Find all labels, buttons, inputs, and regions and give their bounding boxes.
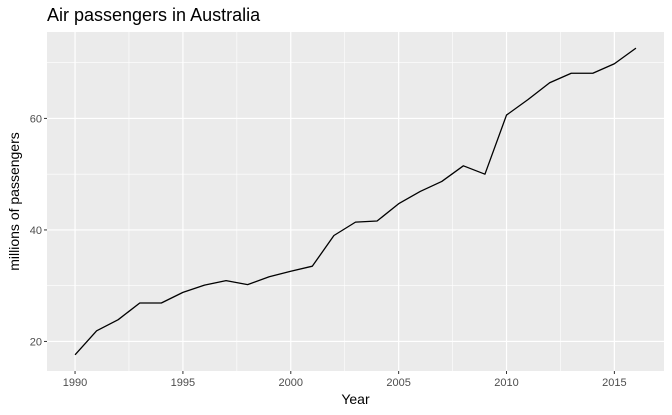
x-tick-label: 1990	[63, 377, 87, 389]
y-axis-ticks: 20 40 60	[30, 113, 47, 348]
minor-gridlines	[47, 32, 664, 371]
x-tick-label: 2005	[386, 377, 410, 389]
x-tick-label: 1995	[171, 377, 195, 389]
major-gridlines	[47, 32, 664, 371]
series-layer	[74, 47, 637, 356]
y-tick-label: 40	[30, 225, 42, 237]
chart-title: Air passengers in Australia	[47, 5, 261, 25]
y-tick-label: 20	[30, 336, 42, 348]
plot-panel	[47, 32, 664, 371]
x-tick-label: 2010	[494, 377, 518, 389]
x-tick-label: 2000	[279, 377, 303, 389]
x-tick-label: 2015	[602, 377, 626, 389]
x-axis-title: Year	[341, 391, 370, 407]
y-axis-title: millions of passengers	[6, 132, 22, 271]
y-tick-label: 60	[30, 113, 42, 125]
x-axis-ticks: 1990 1995 2000 2005 2010 2015	[63, 371, 627, 389]
series-line	[74, 47, 637, 356]
